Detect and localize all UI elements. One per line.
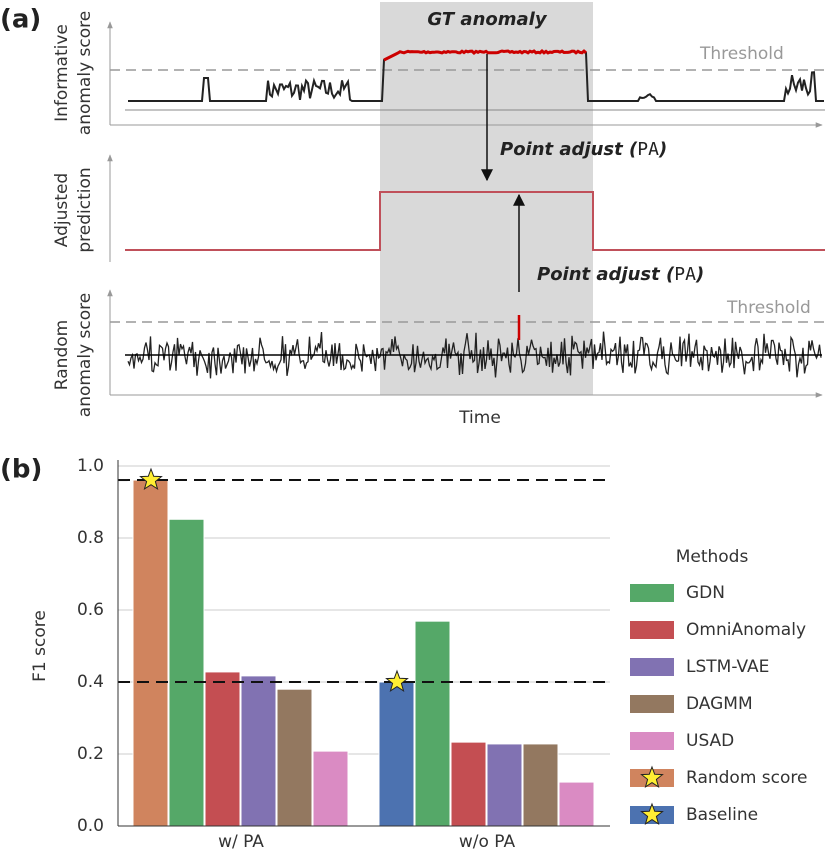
legend-swatch (630, 695, 674, 713)
x-tick-label: w/ PA (218, 832, 264, 850)
bar (168, 518, 205, 827)
bar (414, 620, 451, 827)
y-tick-label: 1.0 (77, 456, 104, 476)
y-label: Informative (52, 24, 72, 122)
random-score (127, 331, 822, 379)
y-label: prediction (75, 167, 95, 252)
panel-b: (b) F1 score Methods 0.0 0.2 0.4 0.6 0.8 1.0 w… (0, 455, 807, 850)
y-label: Random (52, 320, 72, 390)
legend-swatch (630, 584, 674, 602)
y-label: Adjusted (52, 173, 72, 247)
y-tick-label: 0.4 (77, 672, 104, 692)
bar (522, 743, 559, 827)
legend-swatch (630, 732, 674, 750)
gt-label: GT anomaly (427, 9, 547, 30)
y-tick-label: 0.6 (77, 600, 104, 620)
bar (378, 681, 415, 827)
legend-star (640, 765, 664, 789)
y-label: anomaly score (75, 293, 95, 417)
legend-label: Baseline (686, 805, 758, 825)
legend-label: OmniAnomaly (686, 620, 806, 640)
legend-star (640, 802, 664, 826)
anomaly-segment (383, 48, 587, 62)
x-tick-label: w/o PA (459, 832, 516, 850)
panel-label: (a) (0, 5, 41, 35)
y-tick-label: 0.2 (77, 744, 104, 764)
adjusted-prediction (125, 191, 825, 251)
x-label: Time (458, 408, 501, 428)
legend-swatch (630, 621, 674, 639)
star-marker (385, 669, 409, 693)
threshold-label: Threshold (699, 44, 784, 64)
star-marker (139, 467, 163, 491)
bar (276, 688, 313, 827)
legend-label: GDN (686, 583, 725, 603)
panel-a: (a) GT anomaly Threshold Informative ano… (0, 2, 825, 428)
y-label: anomaly score (75, 11, 95, 135)
legend-label: Random score (686, 768, 807, 788)
bar (486, 743, 523, 827)
y-tick-label: 0.8 (77, 528, 104, 548)
bar (312, 750, 349, 827)
legend-swatch (630, 658, 674, 676)
y-label: F1 score (30, 610, 50, 682)
point-adjust-label: Point adjust (PA) (500, 139, 667, 160)
legend-label: LSTM-VAE (686, 657, 769, 677)
threshold-label: Threshold (726, 298, 811, 318)
legend-title: Methods (676, 547, 749, 567)
panel-label: (b) (0, 455, 42, 485)
legend-label: USAD (686, 731, 734, 751)
y-tick-label: 0.0 (77, 816, 104, 836)
point-adjust-label: Point adjust (PA) (537, 264, 704, 285)
legend-label: DAGMM (686, 694, 753, 714)
bar (240, 675, 277, 827)
bar (132, 479, 169, 827)
bar (558, 781, 595, 827)
bar (204, 671, 241, 827)
bar (450, 741, 487, 827)
